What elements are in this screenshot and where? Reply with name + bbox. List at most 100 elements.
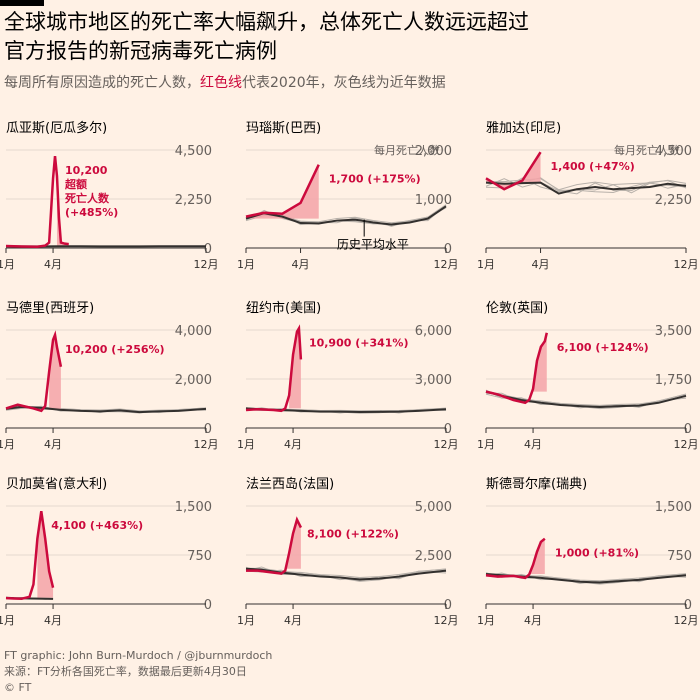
- historical-average-line: [485, 390, 687, 409]
- x-tick-label: 4月: [284, 438, 302, 451]
- x-tick-label: 12月: [674, 258, 699, 271]
- excess-deaths-area: [533, 332, 547, 392]
- page-title: 全球城市地区的死亡率大幅飙升，总体死亡人数远远超过 官方报告的新冠病毒死亡病例: [4, 8, 694, 66]
- x-tick-label: 12月: [194, 438, 219, 451]
- x-tick-label: 4月: [532, 258, 550, 271]
- y-tick-label: 2,250: [655, 193, 692, 208]
- y-tick-label: 2,500: [415, 549, 452, 564]
- x-tick-label: 12月: [674, 614, 699, 627]
- panel-title: 贝加莫省(意大利): [6, 476, 107, 492]
- y-tick-label: 4,000: [175, 324, 212, 339]
- x-tick-label: 1月: [237, 258, 255, 271]
- chart-panel: 法兰西岛(法国) 5,000 2,500 0 1月 4月 12月 8,100 (+122%): [237, 476, 459, 627]
- y-axis-note: 每月死亡人数: [374, 143, 440, 157]
- prior-year-line: [485, 390, 687, 406]
- excess-deaths-area: [56, 176, 69, 247]
- x-tick-label: 1月: [0, 258, 15, 271]
- excess-deaths-area: [289, 328, 301, 409]
- y-tick-label: 0: [444, 242, 452, 257]
- x-tick-label: 1月: [237, 438, 255, 451]
- panel-title: 伦敦(英国): [486, 300, 548, 316]
- x-tick-label: 1月: [0, 614, 15, 627]
- line-2020: [5, 511, 55, 601]
- panel-title: 雅加达(印尼): [486, 121, 561, 136]
- annotation-label: 死亡人数: [65, 191, 110, 205]
- x-tick-label: 4月: [524, 614, 542, 627]
- prior-year-line: [485, 178, 687, 191]
- annotation-label: 10,200: [65, 164, 108, 177]
- prior-year-line: [245, 567, 447, 579]
- annotation-label: 10,900 (+341%): [309, 336, 409, 349]
- footer-credit: FT graphic: John Burn-Murdoch / @jburnmu…: [4, 649, 273, 662]
- y-tick-label: 2,000: [175, 373, 212, 388]
- y-tick-label: 0: [684, 422, 692, 437]
- chart-panel: 玛瑙斯(巴西) 2,000 1,000 0 1月 4月 12月 1,700 (+175%) 历史…: [237, 121, 459, 271]
- x-tick-label: 12月: [434, 438, 459, 451]
- x-tick-label: 1月: [0, 438, 15, 451]
- y-tick-label: 0: [204, 598, 212, 613]
- y-axis-note: 每月死亡人数: [614, 143, 680, 157]
- chart-panel: 贝加莫省(意大利) 1,500 750 0 1月 4月 4,100 (+463%): [0, 476, 212, 627]
- y-tick-label: 2,250: [175, 193, 212, 208]
- annotation-label: 超额: [64, 177, 87, 191]
- y-tick-label: 0: [444, 422, 452, 437]
- annotation-label: (+485%): [65, 206, 118, 219]
- x-tick-label: 4月: [524, 438, 542, 451]
- x-tick-label: 1月: [237, 614, 255, 627]
- y-tick-label: 6,000: [415, 324, 452, 339]
- chart-panel: 斯德哥尔摩(瑞典) 1,500 750 0 1月 4月 12月 1,000 (+81%): [477, 476, 699, 627]
- y-tick-label: 0: [204, 422, 212, 437]
- annotation-label: 历史平均水平: [337, 238, 409, 252]
- y-tick-label: 1,000: [415, 193, 452, 208]
- page-subtitle: 每周所有原因造成的死亡人数，红色线代表2020年，灰色线为近年数据: [4, 72, 694, 92]
- annotation-label: 8,100 (+122%): [307, 528, 399, 541]
- annotation-label: 4,100 (+463%): [51, 519, 143, 532]
- x-tick-label: 12月: [434, 258, 459, 271]
- footer-copyright: © FT: [4, 681, 32, 694]
- footer: FT graphic: John Burn-Murdoch / @jburnmu…: [4, 648, 694, 696]
- line-2020: [246, 516, 303, 575]
- x-tick-label: 4月: [44, 614, 62, 627]
- panel-title: 法兰西岛(法国): [246, 476, 334, 492]
- x-tick-label: 12月: [674, 438, 699, 451]
- chart-panel: 纽约市(美国) 6,000 3,000 0 1月 4月 12月 10,900 (+341%): [237, 300, 459, 451]
- line-2020: [485, 332, 549, 405]
- excess-deaths-area: [49, 334, 61, 409]
- y-tick-label: 0: [204, 242, 212, 257]
- y-tick-label: 0: [444, 598, 452, 613]
- y-tick-label: 0: [684, 598, 692, 613]
- y-tick-label: 5,000: [415, 500, 452, 515]
- x-tick-label: 4月: [44, 438, 62, 451]
- x-tick-label: 4月: [284, 614, 302, 627]
- panel-title: 纽约市(美国): [246, 300, 321, 316]
- subtitle-part-2: 代表2020年，灰色线为近年数据: [242, 75, 446, 91]
- line-2020: [245, 324, 303, 413]
- title-line-1: 全球城市地区的死亡率大幅飙升，总体死亡人数远远超过: [4, 10, 529, 34]
- panel-title: 马德里(西班牙): [6, 301, 94, 316]
- x-tick-label: 1月: [477, 438, 495, 451]
- excess-deaths-area: [486, 152, 541, 190]
- y-tick-label: 750: [667, 549, 692, 564]
- line-2020: [485, 151, 542, 191]
- annotation-label: 1,400 (+47%): [551, 160, 635, 173]
- chart-panel: 伦敦(英国) 3,500 1,750 0 1月 4月 12月 6,100 (+124%): [477, 300, 699, 451]
- x-tick-label: 12月: [194, 258, 219, 271]
- x-tick-label: 12月: [434, 614, 459, 627]
- y-tick-label: 2,000: [415, 144, 452, 159]
- x-tick-label: 1月: [477, 258, 495, 271]
- panel-title: 玛瑙斯(巴西): [246, 121, 321, 136]
- x-tick-label: 4月: [292, 258, 310, 271]
- y-tick-label: 3,500: [655, 324, 692, 339]
- y-tick-label: 750: [187, 549, 212, 564]
- line-2020: [5, 330, 63, 413]
- panel-title: 斯德哥尔摩(瑞典): [486, 476, 587, 492]
- y-tick-label: 3,000: [415, 373, 452, 388]
- y-tick-label: 1,500: [655, 500, 692, 515]
- title-line-2: 官方报告的新冠病毒死亡病例: [4, 39, 277, 63]
- annotation-label: 1,000 (+81%): [555, 547, 639, 560]
- chart-panel: 马德里(西班牙) 4,000 2,000 0 1月 4月 12月 10,200 (+256%): [0, 301, 219, 451]
- y-tick-label: 4,500: [655, 144, 692, 159]
- annotation-label: 6,100 (+124%): [557, 341, 649, 354]
- line-2020: [245, 164, 320, 218]
